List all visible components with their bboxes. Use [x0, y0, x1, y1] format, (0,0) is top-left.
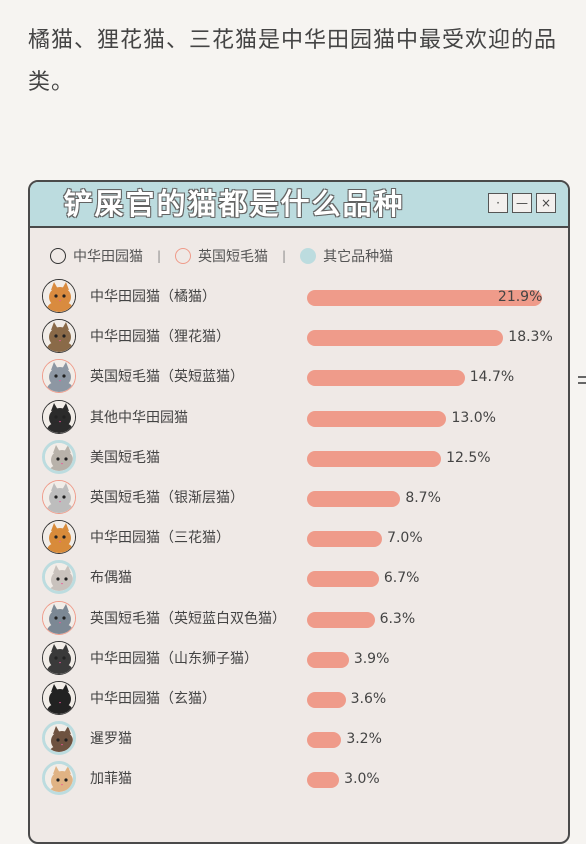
- category-label: 布偶猫: [90, 570, 132, 587]
- value-bar: [307, 531, 383, 548]
- cat-avatar-icon: [42, 359, 76, 394]
- legend-dot-icon: [50, 248, 66, 264]
- cat-avatar-icon: [42, 681, 76, 715]
- value-label: 7.0%: [387, 530, 423, 547]
- category-label: 暹罗猫: [90, 731, 132, 748]
- legend-item-other: 其它品种猫: [300, 246, 393, 266]
- legend-dot-icon: [175, 248, 192, 264]
- legend-separator: |: [282, 249, 287, 263]
- value-bar: [307, 611, 375, 628]
- value-bar: [307, 692, 346, 708]
- scroll-tick: [578, 382, 586, 384]
- legend-item-british: 英国短毛猫: [175, 246, 268, 266]
- legend-label: 中华田园猫: [73, 249, 143, 265]
- value-label: 6.7%: [383, 570, 420, 587]
- value-label: 13.0%: [451, 409, 496, 426]
- chart-row: 其他中华田园猫 13.0%: [30, 399, 568, 437]
- cat-avatar-icon: [42, 640, 76, 675]
- value-bar: [307, 330, 504, 347]
- value-bar: [307, 491, 401, 507]
- value-bar: [307, 450, 442, 467]
- legend-label: 英国短毛猫: [198, 249, 269, 265]
- category-label: 中华田园猫（三花猫）: [90, 530, 230, 547]
- chart-row: 美国短毛猫 12.5%: [30, 439, 568, 477]
- value-bar: [307, 571, 379, 588]
- legend-item-chinese: 中华田园猫: [50, 246, 143, 266]
- cat-avatar-icon: [42, 279, 76, 313]
- value-label: 3.2%: [346, 731, 382, 748]
- value-label: 12.5%: [446, 449, 491, 466]
- window-buttons: · — ×: [488, 193, 556, 213]
- category-label: 英国短毛猫（英短蓝猫）: [90, 369, 244, 386]
- category-label: 美国短毛猫: [90, 449, 160, 466]
- chart-row: 布偶猫 6.7%: [30, 559, 568, 597]
- value-label: 3.0%: [344, 771, 380, 788]
- scroll-tick: [578, 376, 586, 378]
- value-bar: [307, 370, 465, 387]
- cat-avatar-icon: [42, 560, 76, 595]
- legend-separator: |: [157, 249, 162, 263]
- chart-row: 英国短毛猫（英短蓝白双色猫） 6.3%: [30, 600, 568, 638]
- cat-avatar-icon: [42, 480, 76, 514]
- value-bar: [307, 410, 447, 427]
- category-label: 其他中华田园猫: [90, 409, 188, 426]
- category-label: 中华田园猫（狸花猫）: [90, 329, 230, 346]
- window-titlebar: 铲屎官的猫都是什么品种 · — ×: [30, 182, 568, 228]
- value-label: 21.9%: [497, 289, 543, 305]
- chart-row: 中华田园猫（狸花猫） 18.3%: [30, 318, 568, 356]
- chart-row: 英国短毛猫（银渐层猫） 8.7%: [30, 479, 568, 517]
- value-bar: [307, 772, 340, 789]
- chart-row: 中华田园猫（三花猫） 7.0%: [30, 519, 568, 557]
- cat-avatar-icon: [42, 439, 76, 474]
- value-bar: [307, 732, 342, 749]
- cat-avatar-icon: [42, 761, 76, 796]
- category-label: 中华田园猫（橘猫）: [90, 289, 216, 305]
- value-label: 6.3%: [379, 610, 416, 627]
- cat-avatar-icon: [42, 721, 76, 756]
- cat-avatar-icon: [42, 399, 76, 434]
- cat-avatar-icon: [42, 520, 76, 555]
- category-label: 中华田园猫（山东狮子猫）: [90, 650, 258, 667]
- value-bar: [307, 651, 349, 668]
- close-button[interactable]: ×: [536, 193, 556, 213]
- value-label: 3.9%: [353, 650, 390, 667]
- chart-window: 铲屎官的猫都是什么品种 · — × 中华田园猫 | 英国短毛猫 | 其它品种猫 …: [28, 180, 570, 844]
- intro-paragraph: 橘猫、狸花猫、三花猫是中华田园猫中最受欢迎的品类。: [28, 28, 558, 95]
- category-label: 中华田园猫（玄猫）: [90, 691, 216, 707]
- value-bar: [307, 290, 542, 306]
- category-label: 英国短毛猫（英短蓝白双色猫）: [90, 610, 286, 627]
- value-label: 18.3%: [508, 329, 553, 346]
- menu-dot-button[interactable]: ·: [488, 193, 508, 213]
- category-label: 英国短毛猫（银渐层猫）: [90, 490, 244, 506]
- chart-row: 暹罗猫 3.2%: [30, 720, 568, 758]
- value-label: 8.7%: [405, 490, 441, 506]
- chart-row: 加菲猫 3.0%: [30, 760, 568, 798]
- chart-row: 中华田园猫（玄猫） 3.6%: [30, 680, 568, 718]
- chart-row: 中华田园猫（橘猫） 21.9%: [30, 278, 568, 316]
- value-label: 14.7%: [469, 369, 515, 386]
- legend: 中华田园猫 | 英国短毛猫 | 其它品种猫: [50, 246, 393, 266]
- legend-label: 其它品种猫: [323, 249, 394, 265]
- chart-title: 铲屎官的猫都是什么品种: [63, 187, 405, 221]
- cat-avatar-icon: [42, 319, 76, 354]
- legend-dot-icon: [300, 248, 317, 264]
- chart-row: 中华田园猫（山东狮子猫） 3.9%: [30, 640, 568, 678]
- chart-row: 英国短毛猫（英短蓝猫） 14.7%: [30, 358, 568, 396]
- minimize-button[interactable]: —: [512, 193, 532, 213]
- cat-avatar-icon: [42, 600, 76, 635]
- value-label: 3.6%: [350, 691, 387, 707]
- category-label: 加菲猫: [90, 771, 132, 788]
